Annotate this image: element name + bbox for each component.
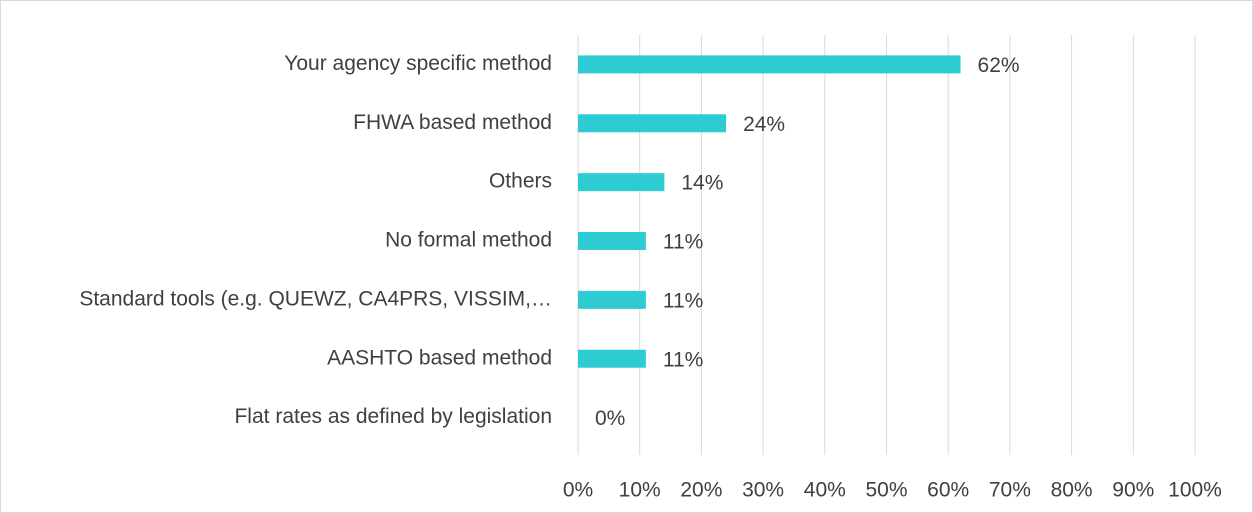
y-tick-label: Others: [489, 170, 552, 193]
x-tick-label: 30%: [742, 479, 784, 502]
x-tick-label: 10%: [619, 479, 661, 502]
x-tick-label: 80%: [1051, 479, 1093, 502]
x-tick-label: 20%: [680, 479, 722, 502]
x-tick-label: 90%: [1112, 479, 1154, 502]
bar: [578, 114, 727, 133]
bar: [578, 55, 961, 74]
value-label: 24%: [743, 113, 785, 136]
x-tick-label: 100%: [1168, 479, 1222, 502]
y-tick-label: FHWA based method: [353, 111, 552, 134]
bar: [578, 232, 646, 250]
value-label: 11%: [663, 348, 703, 371]
value-label: 14%: [681, 172, 723, 195]
y-tick-label: Flat rates as defined by legislation: [234, 405, 552, 428]
bar: [578, 290, 646, 309]
x-tick-label: 0%: [563, 479, 593, 502]
value-label: 11%: [663, 289, 703, 312]
y-tick-label: AASHTO based method: [327, 346, 552, 369]
value-label: 0%: [595, 407, 625, 430]
x-tick-label: 60%: [927, 479, 969, 502]
x-tick-label: 50%: [865, 479, 907, 502]
value-label: 62%: [978, 54, 1020, 77]
x-tick-label: 40%: [804, 479, 846, 502]
bar: [578, 349, 646, 368]
value-label: 11%: [663, 231, 703, 254]
x-tick-label: 70%: [989, 479, 1031, 502]
y-tick-label: No formal method: [385, 229, 552, 252]
y-tick-label: Your agency specific method: [284, 52, 552, 75]
y-tick-label: Standard tools (e.g. QUEWZ, CA4PRS, VISS…: [79, 287, 552, 310]
bar: [578, 173, 665, 192]
